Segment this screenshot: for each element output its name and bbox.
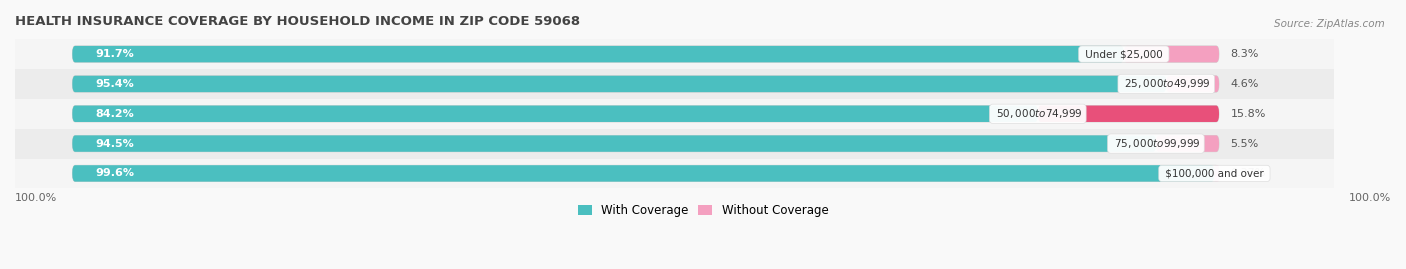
Text: HEALTH INSURANCE COVERAGE BY HOUSEHOLD INCOME IN ZIP CODE 59068: HEALTH INSURANCE COVERAGE BY HOUSEHOLD I… (15, 15, 581, 28)
FancyBboxPatch shape (1123, 46, 1219, 62)
Text: $25,000 to $49,999: $25,000 to $49,999 (1121, 77, 1212, 90)
Text: 84.2%: 84.2% (96, 109, 134, 119)
FancyBboxPatch shape (1166, 76, 1219, 92)
Legend: With Coverage, Without Coverage: With Coverage, Without Coverage (572, 199, 834, 222)
FancyBboxPatch shape (72, 135, 1156, 152)
Bar (15, 99, 1334, 129)
FancyBboxPatch shape (72, 135, 1219, 152)
FancyBboxPatch shape (72, 165, 1215, 182)
Text: 99.6%: 99.6% (96, 168, 134, 178)
Bar (15, 158, 1334, 188)
Text: Under $25,000: Under $25,000 (1081, 49, 1166, 59)
Text: 95.4%: 95.4% (96, 79, 134, 89)
FancyBboxPatch shape (72, 76, 1166, 92)
Text: 94.5%: 94.5% (96, 139, 134, 148)
FancyBboxPatch shape (72, 46, 1123, 62)
FancyBboxPatch shape (72, 165, 1219, 182)
Text: Source: ZipAtlas.com: Source: ZipAtlas.com (1274, 19, 1385, 29)
Text: 0.37%: 0.37% (1230, 168, 1265, 178)
FancyBboxPatch shape (72, 76, 1219, 92)
Text: 100.0%: 100.0% (15, 193, 58, 203)
Text: $75,000 to $99,999: $75,000 to $99,999 (1111, 137, 1201, 150)
Text: 5.5%: 5.5% (1230, 139, 1258, 148)
Text: $50,000 to $74,999: $50,000 to $74,999 (993, 107, 1083, 120)
FancyBboxPatch shape (1156, 135, 1219, 152)
Bar (15, 129, 1334, 158)
Text: 4.6%: 4.6% (1230, 79, 1258, 89)
Bar (15, 69, 1334, 99)
Text: $100,000 and over: $100,000 and over (1161, 168, 1267, 178)
Text: 100.0%: 100.0% (1348, 193, 1391, 203)
FancyBboxPatch shape (72, 105, 1219, 122)
Text: 91.7%: 91.7% (96, 49, 134, 59)
FancyBboxPatch shape (1038, 105, 1219, 122)
Bar (15, 39, 1334, 69)
FancyBboxPatch shape (72, 105, 1038, 122)
Text: 8.3%: 8.3% (1230, 49, 1258, 59)
FancyBboxPatch shape (72, 46, 1219, 62)
FancyBboxPatch shape (1215, 165, 1219, 182)
Text: 15.8%: 15.8% (1230, 109, 1265, 119)
